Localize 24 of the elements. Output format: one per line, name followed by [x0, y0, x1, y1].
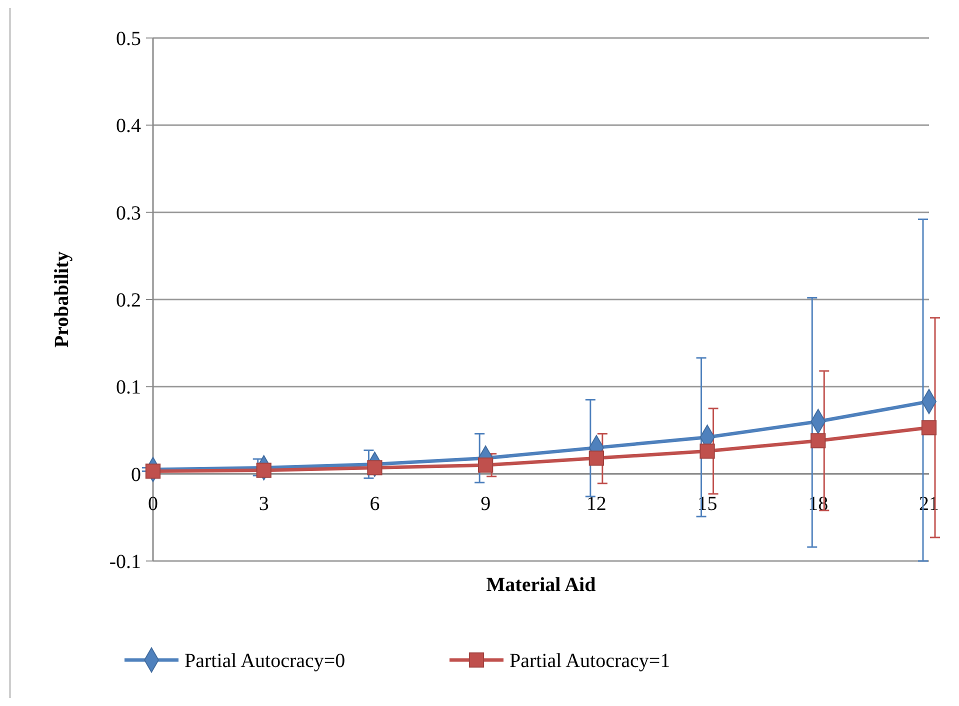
point	[256, 462, 272, 478]
point	[367, 460, 382, 476]
x-tick-label: 9	[480, 492, 491, 515]
point	[478, 458, 494, 473]
y-tick-label: -0.1	[109, 551, 141, 573]
y-tick-label: 0.3	[116, 202, 141, 224]
x-tick-label: 0	[148, 492, 158, 515]
point	[700, 444, 715, 459]
y-tick-label: 0	[131, 464, 141, 486]
y-tick-label: 0.1	[116, 376, 141, 399]
point	[145, 464, 161, 479]
legend-label: Partial Autocracy=0	[184, 650, 346, 672]
point	[588, 450, 604, 466]
y-tick-label: 0.5	[116, 28, 141, 50]
x-tick-label: 3	[258, 492, 269, 515]
legend-label: Partial Autocracy=1	[510, 650, 670, 672]
y-tick-label: 0.4	[116, 115, 141, 138]
point	[810, 433, 826, 448]
x-axis-title: Material Aid	[486, 574, 596, 596]
y-tick-label: 0.2	[116, 290, 141, 312]
x-tick-label: 12	[586, 492, 606, 515]
point	[921, 420, 937, 436]
x-tick-label: 6	[370, 492, 380, 515]
y-axis-title: Probability	[51, 251, 73, 348]
